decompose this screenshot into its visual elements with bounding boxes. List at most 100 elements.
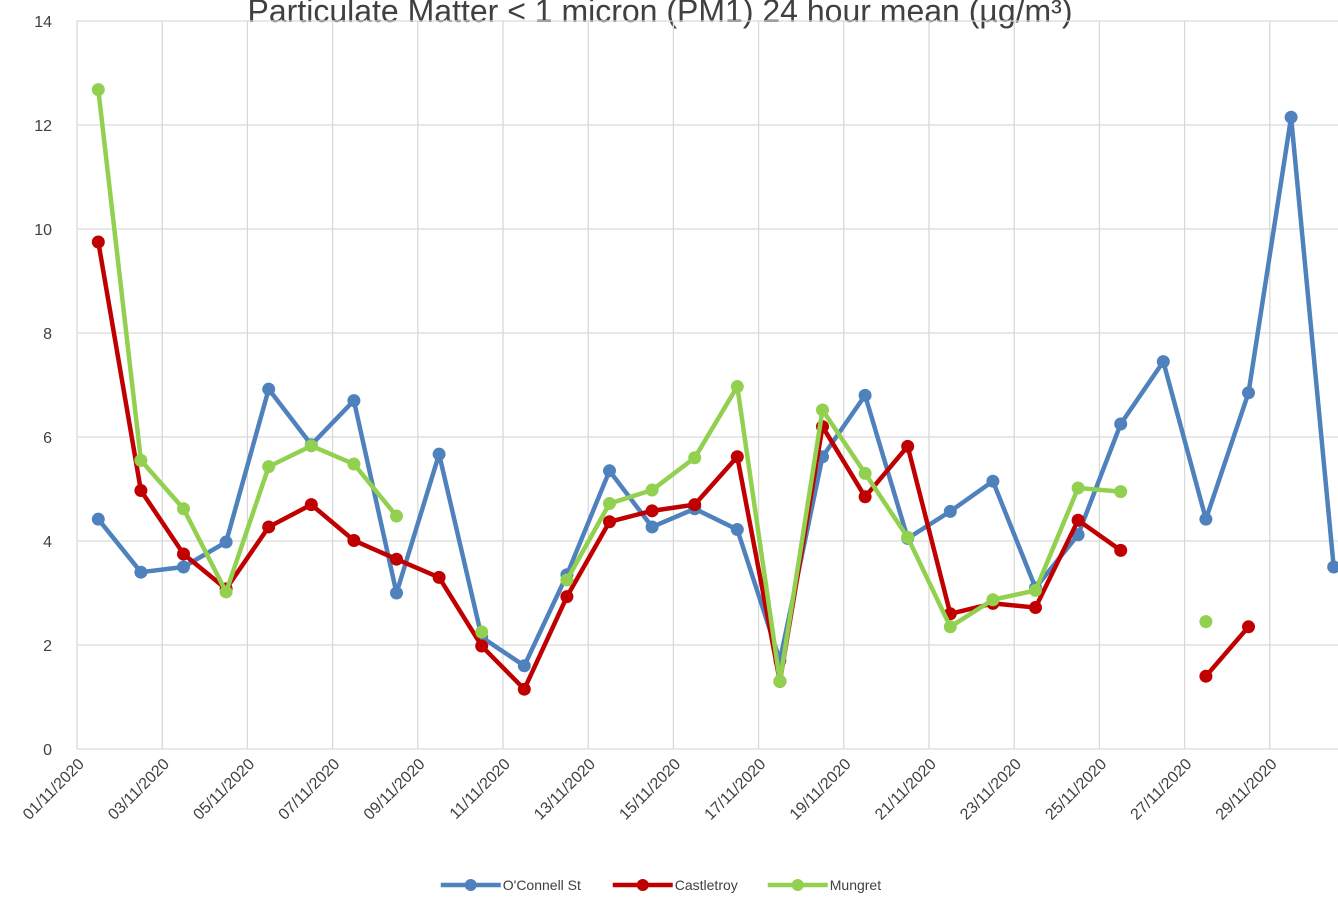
legend-label: Castletroy — [675, 877, 738, 893]
data-point — [688, 498, 702, 512]
data-point — [1156, 355, 1170, 369]
x-tick-label: 09/11/2020 — [361, 756, 429, 824]
x-tick-label: 23/11/2020 — [957, 756, 1025, 824]
data-point — [219, 535, 233, 549]
data-point — [1029, 583, 1042, 597]
data-point — [347, 394, 361, 408]
data-point — [1284, 110, 1298, 124]
data-point — [1242, 620, 1255, 634]
data-point — [730, 450, 744, 464]
data-point — [1114, 417, 1128, 431]
data-point — [986, 593, 1000, 607]
data-point — [517, 659, 531, 673]
data-point — [262, 382, 276, 396]
data-point — [645, 483, 659, 497]
data-point — [1114, 485, 1128, 499]
y-tick-label: 2 — [43, 638, 52, 655]
x-tick-label: 25/11/2020 — [1042, 756, 1110, 824]
data-point — [91, 512, 105, 526]
data-point — [1071, 481, 1085, 495]
data-point — [262, 520, 276, 534]
data-point — [304, 439, 318, 453]
data-point — [1199, 615, 1213, 629]
data-point — [1199, 669, 1213, 683]
data-point — [730, 523, 744, 537]
series-line — [96, 114, 1336, 669]
x-tick-label: 19/11/2020 — [787, 756, 855, 824]
data-point — [91, 83, 105, 97]
legend-marker — [791, 879, 804, 891]
data-point — [134, 565, 148, 579]
data-point — [773, 674, 787, 688]
x-tick-label: 01/11/2020 — [20, 756, 88, 824]
data-point — [560, 590, 574, 604]
x-tick-label: 21/11/2020 — [872, 756, 940, 824]
data-point — [730, 380, 744, 394]
legend-marker — [464, 879, 477, 891]
y-tick-label: 6 — [43, 430, 52, 447]
data-point — [432, 447, 446, 461]
data-point — [177, 547, 190, 561]
y-tick-label: 14 — [34, 14, 52, 31]
x-tick-label: 11/11/2020 — [447, 756, 514, 823]
x-tick-label: 17/11/2020 — [702, 756, 770, 824]
data-point — [517, 682, 531, 696]
data-point — [1029, 601, 1042, 615]
data-point — [1242, 386, 1255, 400]
x-tick-label: 27/11/2020 — [1128, 756, 1196, 824]
x-tick-label: 07/11/2020 — [276, 756, 344, 824]
data-point — [1114, 543, 1128, 557]
data-point — [603, 497, 616, 511]
data-point — [858, 490, 872, 504]
data-point — [177, 560, 190, 574]
x-tick-label: 05/11/2020 — [190, 756, 258, 824]
data-point — [304, 498, 318, 512]
legend-label: O'Connell St — [503, 877, 581, 893]
data-point — [645, 504, 659, 518]
data-point — [347, 533, 361, 547]
data-point — [901, 530, 915, 544]
data-point — [986, 474, 1000, 488]
y-tick-label: 0 — [43, 742, 52, 759]
data-point — [1199, 512, 1213, 526]
y-tick-label: 4 — [43, 534, 52, 551]
data-point — [475, 625, 489, 639]
data-point — [134, 484, 148, 498]
data-point — [347, 457, 361, 471]
data-point — [91, 235, 105, 249]
legend-label: Mungret — [830, 877, 881, 893]
data-point — [262, 460, 276, 474]
data-point — [858, 388, 872, 402]
data-point — [390, 509, 403, 523]
data-point — [603, 464, 616, 478]
data-point — [943, 504, 957, 518]
data-point — [475, 639, 489, 653]
x-tick-label: 03/11/2020 — [105, 756, 173, 824]
data-point — [1327, 560, 1338, 574]
data-point — [603, 515, 616, 529]
y-tick-label: 8 — [43, 326, 52, 343]
data-point — [858, 466, 872, 480]
data-point — [645, 520, 659, 534]
data-point — [1071, 513, 1085, 527]
data-point — [390, 586, 403, 600]
chart-title: Particulate Matter < 1 micron (PM1) 24 h… — [248, 0, 1073, 29]
data-point — [432, 570, 446, 584]
data-point — [134, 453, 148, 467]
x-tick-label: 29/11/2020 — [1213, 756, 1281, 824]
data-point — [901, 439, 915, 453]
data-point — [177, 502, 190, 516]
y-tick-label: 12 — [34, 118, 52, 135]
y-tick-label: 10 — [34, 222, 52, 239]
data-point — [390, 552, 403, 566]
x-tick-label: 13/11/2020 — [531, 756, 599, 824]
data-point — [816, 420, 829, 434]
x-tick-label: 15/11/2020 — [616, 756, 684, 824]
data-point — [219, 585, 233, 599]
data-point — [560, 573, 574, 587]
data-point — [943, 620, 957, 634]
data-point — [816, 403, 829, 417]
legend-marker — [636, 879, 649, 891]
data-point — [688, 451, 702, 465]
